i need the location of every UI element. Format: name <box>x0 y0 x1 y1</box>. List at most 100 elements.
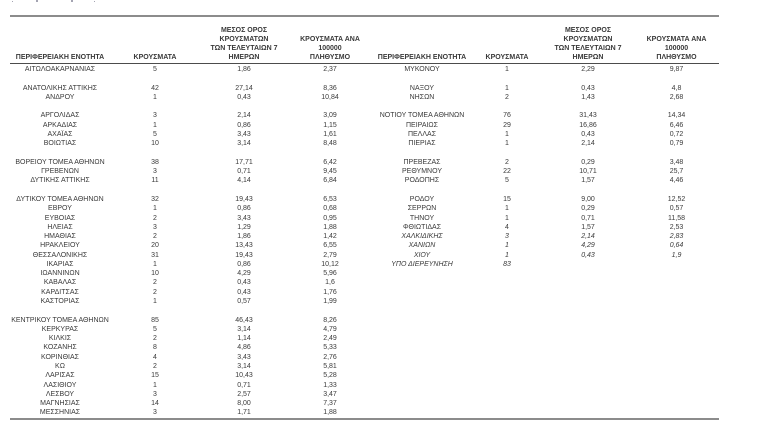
region-name-cell: ΡΕΘΥΜΝΟΥ <box>401 168 442 176</box>
region-name-cell <box>372 306 472 315</box>
region-name-cell: ΑΙΤΩΛΟΑΚΑΡΝΑΝΙΑΣ <box>24 66 96 73</box>
value-cell: 3,43 <box>237 130 251 138</box>
value-cell: 8 <box>153 344 157 352</box>
value-cell: 1 <box>505 251 509 259</box>
value-cell: 2,37 <box>323 66 337 73</box>
region-name-cell <box>372 288 472 297</box>
value-cell: 3 <box>153 390 157 398</box>
value-cell: 4,8 <box>671 84 682 92</box>
value-cell <box>634 149 719 158</box>
value-cell <box>634 260 719 269</box>
value-cell: 8,26 <box>323 316 337 324</box>
value-cell: 2,14 <box>237 112 251 120</box>
value-cell: 1,71 <box>237 409 251 417</box>
value-cell <box>634 278 719 287</box>
value-cell <box>542 362 634 371</box>
table-body: ΑΙΤΩΛΟΑΚΑΡΝΑΝΙΑΣ 5 1,86 2,37 ΜΥΚΟΝΟΥ 1 2,29 9,8… <box>10 64 719 420</box>
value-cell: 2 <box>153 214 157 222</box>
value-cell <box>542 371 634 380</box>
value-cell <box>542 325 634 334</box>
value-cell <box>542 408 634 417</box>
value-cell: 0,29 <box>581 205 595 213</box>
value-cell <box>110 306 200 315</box>
value-cell: 10,71 <box>579 168 597 176</box>
value-cell: 6,55 <box>323 242 337 250</box>
value-cell: 3,48 <box>669 158 684 166</box>
region-name-cell: ΚΙΛΚΙΣ <box>48 335 72 343</box>
value-cell: 4 <box>505 223 509 231</box>
value-cell: 1,88 <box>323 223 337 231</box>
value-cell <box>472 371 542 380</box>
region-name-cell: ΔΥΤΙΚΟΥ ΤΟΜΕΑ ΑΘΗΝΩΝ <box>16 195 104 203</box>
value-cell: 46,43 <box>235 316 253 324</box>
value-cell <box>542 278 634 287</box>
region-name-cell: ΗΡΑΚΛΕΙΟΥ <box>40 242 80 250</box>
value-cell: 2,79 <box>323 251 337 259</box>
value-cell <box>634 269 719 278</box>
value-cell <box>472 278 542 287</box>
region-name-cell: ΡΟΔΟΠΗΣ <box>404 177 440 185</box>
value-cell: 1,86 <box>237 66 251 73</box>
region-name-cell: ΑΡΓΟΛΙΔΑΣ <box>40 112 80 120</box>
value-cell <box>200 186 288 195</box>
value-cell: 0,86 <box>237 205 251 213</box>
value-cell: 20 <box>151 242 159 250</box>
value-cell: 17,71 <box>235 158 253 166</box>
value-cell <box>634 334 719 343</box>
value-cell: 0,43 <box>237 288 251 296</box>
value-cell: 2 <box>505 93 509 101</box>
value-cell: 1,15 <box>323 121 337 129</box>
value-cell: 3 <box>153 168 157 176</box>
value-cell: 1,14 <box>237 335 251 343</box>
value-cell: 3,43 <box>237 214 251 222</box>
region-name-cell <box>10 149 110 158</box>
value-cell: 0,71 <box>237 381 251 389</box>
value-cell <box>472 381 542 390</box>
value-cell: 4,86 <box>237 344 251 352</box>
region-name-cell: ΠΙΕΡΙΑΣ <box>408 140 436 148</box>
region-name-cell: ΧΙΟΥ <box>413 251 431 259</box>
value-cell: 0,43 <box>237 279 251 287</box>
value-cell: 5,96 <box>323 270 337 278</box>
value-cell <box>472 288 542 297</box>
region-name-cell <box>372 186 472 195</box>
value-cell <box>288 186 372 195</box>
value-cell: 1,86 <box>237 233 251 241</box>
value-cell: 1 <box>153 298 157 306</box>
value-cell: 0,43 <box>581 130 595 138</box>
value-cell <box>472 74 542 83</box>
column-header-cases-left: ΚΡΟΥΣΜΑΤΑ <box>133 54 177 61</box>
value-cell <box>542 149 634 158</box>
region-name-cell <box>372 316 472 325</box>
value-cell: 3 <box>153 112 157 120</box>
region-name-cell <box>10 186 110 195</box>
value-cell <box>472 408 542 417</box>
region-name-cell <box>372 399 472 408</box>
region-name-cell <box>372 334 472 343</box>
value-cell <box>472 390 542 399</box>
value-cell: 6,42 <box>323 158 337 166</box>
value-cell: 6,53 <box>323 195 337 203</box>
value-cell: 1,29 <box>237 223 251 231</box>
value-cell <box>634 74 719 83</box>
region-name-cell <box>372 297 472 306</box>
value-cell: 76 <box>503 112 511 120</box>
value-cell: 2,57 <box>237 390 251 398</box>
value-cell: 1 <box>153 93 157 101</box>
value-cell: 2 <box>153 279 157 287</box>
value-cell: 1,33 <box>323 381 337 389</box>
value-cell: 85 <box>151 316 159 324</box>
value-cell: 5,81 <box>323 363 337 370</box>
value-cell: 0,86 <box>237 121 251 129</box>
value-cell: 25,7 <box>669 168 684 176</box>
value-cell: 8,48 <box>323 140 337 148</box>
region-name-cell: ΘΕΣΣΑΛΟΝΙΚΗΣ <box>32 251 88 259</box>
region-name-cell <box>372 74 472 83</box>
value-cell: 2 <box>153 233 157 241</box>
value-cell: 1,88 <box>323 409 337 417</box>
value-cell: 10,84 <box>321 93 339 101</box>
value-cell <box>472 343 542 352</box>
value-cell <box>634 297 719 306</box>
value-cell: 15 <box>503 195 511 203</box>
